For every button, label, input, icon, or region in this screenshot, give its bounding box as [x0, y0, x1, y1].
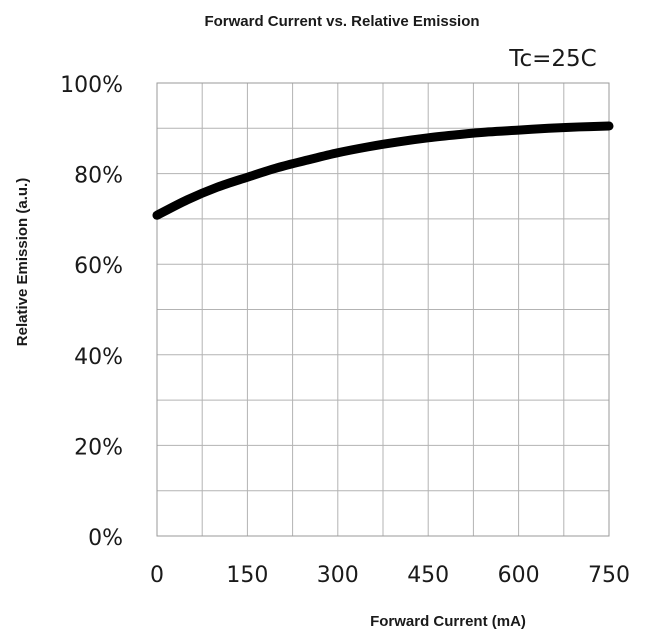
y-tick-labels: 0% 20% 40% 60% 80% 100% — [60, 73, 123, 551]
x-tick-label: 150 — [226, 563, 268, 588]
temperature-annotation: Tc=25C — [508, 46, 596, 72]
x-axis-label: Forward Current (mA) — [370, 613, 526, 630]
x-tick-label: 0 — [150, 563, 164, 588]
y-axis-label: Relative Emission (a.u.) — [14, 178, 31, 346]
y-tick-label: 20% — [74, 435, 123, 460]
chart-title: Forward Current vs. Relative Emission — [204, 13, 479, 30]
x-tick-label: 600 — [498, 563, 540, 588]
y-tick-label: 40% — [74, 345, 123, 370]
y-tick-label: 80% — [74, 164, 123, 189]
x-tick-labels: 0 150 300 450 600 750 — [150, 563, 630, 588]
series-line — [152, 121, 614, 220]
x-tick-label: 450 — [407, 563, 449, 588]
plot-frame — [156, 82, 610, 537]
y-tick-label: 0% — [88, 526, 123, 551]
y-tick-label: 60% — [74, 254, 123, 279]
grid — [156, 82, 610, 537]
y-tick-label: 100% — [60, 73, 123, 98]
x-tick-label: 750 — [588, 563, 630, 588]
x-tick-label: 300 — [317, 563, 359, 588]
